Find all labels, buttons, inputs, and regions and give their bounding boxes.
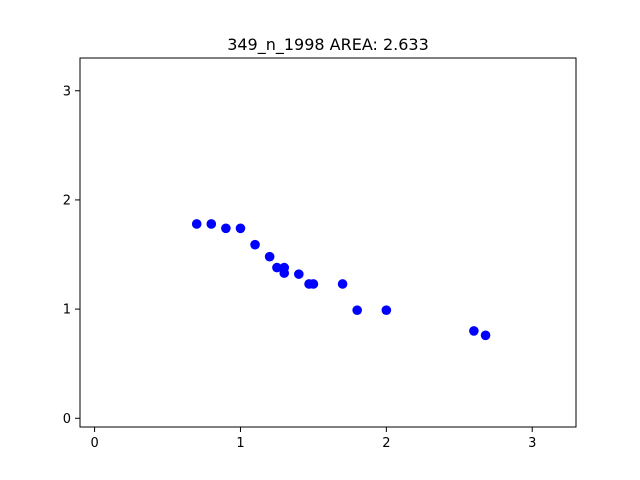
plot-area: 0 1 2 3 0 1 2 3 xyxy=(63,57,577,451)
data-point xyxy=(264,251,275,262)
data-point xyxy=(304,279,314,289)
data-point xyxy=(279,268,290,278)
data-point xyxy=(480,330,491,341)
x-tick-label: 2 xyxy=(382,436,390,451)
data-points xyxy=(191,219,491,341)
x-tick-label: 0 xyxy=(90,436,98,451)
axes-frame xyxy=(79,57,577,428)
y-tick-label: 2 xyxy=(63,193,71,208)
data-point xyxy=(294,269,304,279)
data-point xyxy=(250,239,260,250)
x-tick-label: 3 xyxy=(528,436,536,451)
data-point xyxy=(221,223,231,234)
data-point xyxy=(352,305,362,315)
data-point xyxy=(469,326,479,336)
data-point xyxy=(191,219,202,229)
y-tick-label: 3 xyxy=(63,84,71,99)
data-point xyxy=(235,223,246,234)
data-point xyxy=(337,279,348,289)
y-axis: 0 1 2 3 xyxy=(63,84,80,427)
y-tick-label: 1 xyxy=(63,303,71,318)
data-point xyxy=(381,305,392,315)
x-tick-label: 1 xyxy=(236,436,244,451)
chart-title: 349_n_1998 AREA: 2.633 xyxy=(227,35,429,55)
x-axis: 0 1 2 3 xyxy=(90,427,536,451)
data-point xyxy=(272,262,282,273)
data-point xyxy=(206,219,217,229)
y-tick-label: 0 xyxy=(63,412,71,427)
